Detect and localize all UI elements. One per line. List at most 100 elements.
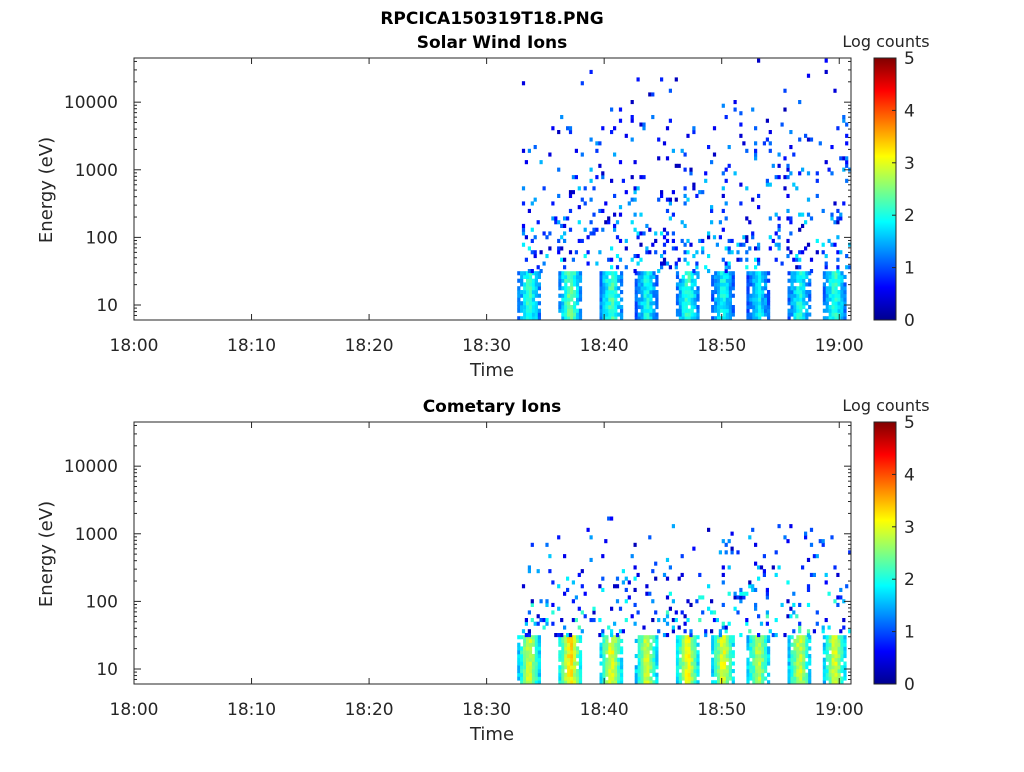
- heatmap-cell: [655, 305, 659, 310]
- heatmap-cell: [728, 271, 732, 276]
- heatmap-cell: [633, 576, 637, 581]
- heatmap-cell: [576, 646, 580, 651]
- heatmap-cell: [655, 661, 659, 666]
- heatmap-cell: [530, 227, 534, 232]
- heatmap-cell: [786, 163, 790, 168]
- heatmap-cell: [523, 286, 527, 291]
- heatmap-cell: [687, 635, 691, 640]
- heatmap-cell: [692, 546, 696, 551]
- heatmap-cell: [668, 265, 672, 270]
- heatmap-cell: [530, 602, 534, 607]
- heatmap-cell: [822, 657, 826, 662]
- heatmap-cell: [545, 599, 549, 604]
- heatmap-cell: [646, 672, 650, 677]
- heatmap-cell: [764, 301, 768, 306]
- heatmap-cell: [573, 680, 577, 685]
- heatmap-cell: [696, 672, 700, 677]
- heatmap-cell: [845, 163, 849, 168]
- heatmap-cell: [707, 584, 711, 589]
- heatmap-cell: [764, 282, 768, 287]
- heatmap-cell: [768, 130, 772, 135]
- heatmap-cell: [808, 305, 812, 310]
- heatmap-cell: [662, 572, 667, 577]
- heatmap-cell: [786, 238, 790, 243]
- heatmap-cell: [615, 576, 620, 581]
- heatmap-cell: [711, 650, 715, 655]
- heatmap-cell: [764, 646, 768, 651]
- heatmap-cell: [758, 290, 762, 295]
- heatmap-cell: [643, 274, 647, 279]
- heatmap-cell: [576, 661, 580, 666]
- heatmap-cell: [746, 305, 750, 310]
- heatmap-cell: [719, 650, 724, 655]
- heatmap-cell: [843, 274, 847, 279]
- heatmap-cell: [537, 669, 541, 674]
- heatmap-cell: [774, 231, 778, 236]
- heatmap-cell: [655, 665, 659, 670]
- heatmap-cell: [761, 635, 765, 640]
- heatmap-cell: [798, 100, 802, 105]
- heatmap-cell: [802, 271, 806, 276]
- heatmap-cell: [651, 242, 655, 247]
- heatmap-cell: [627, 595, 631, 600]
- heatmap-cell: [570, 646, 574, 651]
- heatmap-cell: [517, 672, 521, 677]
- heatmap-cell: [693, 290, 697, 295]
- heatmap-cell: [567, 305, 571, 310]
- heatmap-cell: [828, 297, 832, 302]
- heatmap-cell: [611, 654, 615, 659]
- heatmap-cell: [815, 193, 819, 198]
- heatmap-cell: [845, 254, 849, 259]
- heatmap-cell: [771, 163, 775, 168]
- heatmap-cell: [608, 271, 612, 276]
- heatmap-cell: [605, 657, 609, 662]
- heatmap-cell: [561, 638, 565, 643]
- heatmap-cell: [598, 163, 602, 168]
- heatmap-cell: [655, 297, 659, 302]
- heatmap-cell: [660, 265, 664, 270]
- heatmap-cell: [843, 316, 847, 321]
- heatmap-cell: [837, 638, 841, 643]
- heatmap-cell: [837, 650, 841, 655]
- heatmap-cell: [717, 676, 721, 681]
- heatmap-cell: [758, 278, 762, 283]
- heatmap-cell: [649, 308, 653, 313]
- heatmap-cell: [652, 661, 656, 666]
- heatmap-cell: [567, 308, 571, 313]
- heatmap-cell: [577, 238, 581, 243]
- heatmap-cell: [684, 642, 688, 647]
- heatmap-cell: [610, 178, 614, 183]
- heatmap-cell: [837, 274, 841, 279]
- heatmap-cell: [834, 642, 838, 647]
- heatmap-cell: [634, 305, 638, 310]
- heatmap-cell: [557, 246, 561, 251]
- heatmap-cell: [774, 257, 778, 262]
- heatmap-cell: [727, 591, 731, 596]
- heatmap-cell: [796, 669, 800, 674]
- heatmap-cell: [808, 646, 812, 651]
- heatmap-cell: [757, 261, 761, 266]
- heatmap-cell: [643, 672, 647, 677]
- heatmap-cell: [564, 308, 568, 313]
- heatmap-cell: [548, 152, 552, 157]
- heatmap-cell: [717, 297, 721, 302]
- heatmap-cell: [617, 278, 621, 283]
- heatmap-cell: [751, 197, 755, 202]
- heatmap-cell: [714, 290, 718, 295]
- heatmap-cell: [725, 297, 729, 302]
- heatmap-cell: [714, 661, 718, 666]
- heatmap-cell: [831, 669, 835, 674]
- heatmap-cell: [689, 629, 693, 634]
- heatmap-cell: [749, 650, 753, 655]
- heatmap-cell: [618, 205, 623, 210]
- heatmap-cell: [536, 614, 540, 619]
- heatmap-cell: [611, 297, 615, 302]
- heatmap-cell: [573, 312, 577, 317]
- heatmap-cell: [690, 680, 694, 685]
- heatmap-cell: [798, 250, 802, 255]
- heatmap-cell: [558, 672, 562, 677]
- heatmap-cell: [749, 305, 753, 310]
- heatmap-cell: [564, 646, 568, 651]
- heatmap-cell: [701, 190, 705, 195]
- heatmap-cell: [837, 271, 841, 276]
